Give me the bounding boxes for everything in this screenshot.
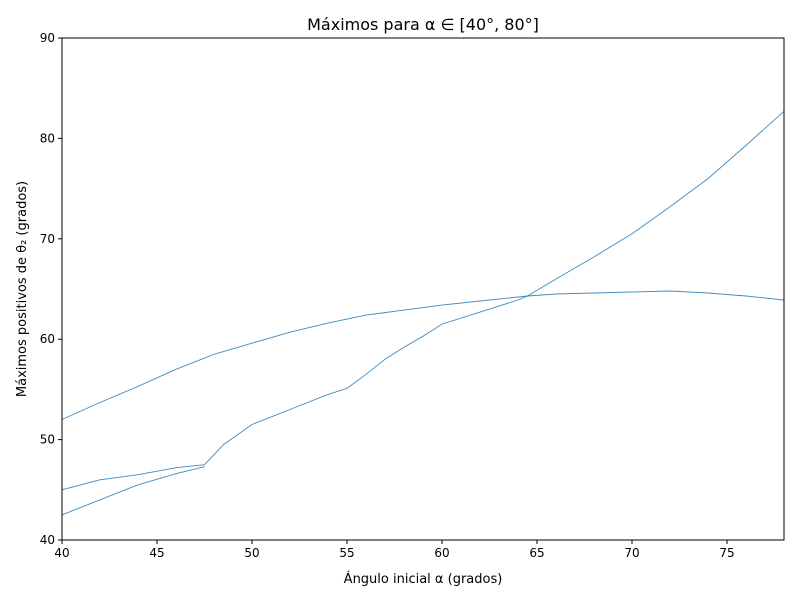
- x-tick-label: 65: [529, 546, 544, 560]
- x-tick-label: 75: [719, 546, 734, 560]
- series-line-2: [61, 295, 528, 491]
- x-axis: 40 45 50 55 60 65 70 75: [54, 540, 735, 560]
- plot-frame: [61, 37, 785, 541]
- x-tick-label: 40: [54, 546, 69, 560]
- x-tick-label: 45: [149, 546, 164, 560]
- x-tick-label: 55: [339, 546, 354, 560]
- series-line-1: [61, 295, 528, 420]
- data-traces: [61, 110, 785, 516]
- y-axis-label: Máximos positivos de θ₂ (grados): [15, 181, 30, 397]
- x-tick-label: 60: [434, 546, 449, 560]
- chart-title: Máximos para α ∈ [40°, 80°]: [307, 15, 539, 34]
- y-tick-label: 80: [40, 131, 55, 145]
- x-tick-label: 50: [244, 546, 259, 560]
- series-line-4: [527, 110, 785, 297]
- y-tick-label: 90: [40, 31, 55, 45]
- y-tick-label: 50: [40, 433, 55, 447]
- series-line-5: [527, 290, 785, 301]
- y-tick-label: 40: [40, 533, 55, 547]
- y-axis: 40 50 60 70 80 90: [40, 31, 62, 547]
- y-tick-label: 70: [40, 232, 55, 246]
- x-axis-label: Ángulo inicial α (grados): [344, 571, 503, 587]
- series-line-3: [61, 466, 205, 516]
- x-tick-label: 70: [624, 546, 639, 560]
- y-tick-label: 60: [40, 332, 55, 346]
